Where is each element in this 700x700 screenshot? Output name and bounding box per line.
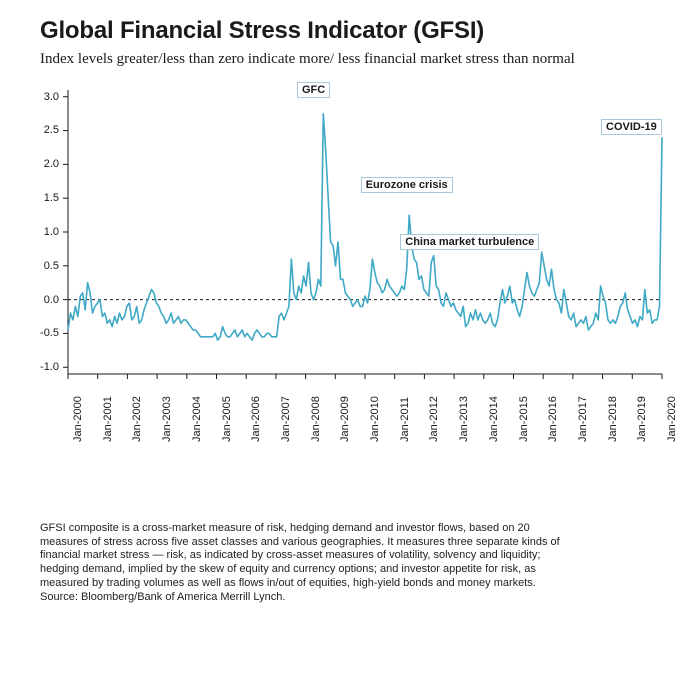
- x-tick-label: Jan-2011: [399, 397, 411, 442]
- x-tick-label: Jan-2017: [577, 396, 589, 442]
- x-tick-label: Jan-2010: [369, 396, 381, 442]
- y-tick-label: 1.5: [44, 192, 59, 204]
- event-label: China market turbulence: [400, 234, 539, 250]
- x-tick-label: Jan-2015: [518, 396, 530, 442]
- event-label: COVID-19: [601, 119, 662, 135]
- x-tick-label: Jan-2012: [428, 396, 440, 442]
- x-tick-label: Jan-2018: [607, 396, 619, 442]
- x-tick-label: Jan-2001: [102, 396, 114, 442]
- chart-svg: [40, 82, 672, 392]
- y-tick-label: 1.0: [44, 226, 59, 238]
- chart-footnote: GFSI composite is a cross-market measure…: [40, 522, 560, 605]
- y-tick-label: -0.5: [40, 327, 59, 339]
- x-tick-label: Jan-2003: [161, 396, 173, 442]
- x-tick-label: Jan-2004: [191, 396, 203, 442]
- x-tick-label: Jan-2014: [488, 396, 500, 442]
- x-tick-label: Jan-2013: [458, 396, 470, 442]
- y-tick-label: -1.0: [40, 361, 59, 373]
- event-label: GFC: [297, 82, 330, 98]
- y-tick-label: 0.0: [44, 294, 59, 306]
- y-tick-label: 0.5: [44, 260, 59, 272]
- x-tick-label: Jan-2009: [339, 396, 351, 442]
- x-tick-label: Jan-2020: [666, 396, 678, 442]
- x-tick-label: Jan-2008: [310, 396, 322, 442]
- x-tick-label: Jan-2007: [280, 396, 292, 442]
- chart-title: Global Financial Stress Indicator (GFSI): [40, 18, 672, 44]
- x-tick-label: Jan-2005: [221, 396, 233, 442]
- x-tick-label: Jan-2006: [250, 396, 262, 442]
- chart-subtitle: Index levels greater/less than zero indi…: [40, 50, 672, 70]
- y-tick-label: 3.0: [44, 91, 59, 103]
- x-tick-label: Jan-2019: [636, 396, 648, 442]
- y-tick-label: 2.5: [44, 124, 59, 136]
- page: Global Financial Stress Indicator (GFSI)…: [0, 0, 700, 700]
- event-label: Eurozone crisis: [361, 177, 453, 193]
- x-tick-label: Jan-2002: [131, 396, 143, 442]
- x-tick-label: Jan-2016: [547, 396, 559, 442]
- y-tick-label: 2.0: [44, 158, 59, 170]
- gfsi-chart: -1.0 -0.5 0.0 0.5 1.0 1.5 2.0 2.5 3.0 GFC Eurozon…: [40, 82, 672, 442]
- x-tick-label: Jan-2000: [72, 396, 84, 442]
